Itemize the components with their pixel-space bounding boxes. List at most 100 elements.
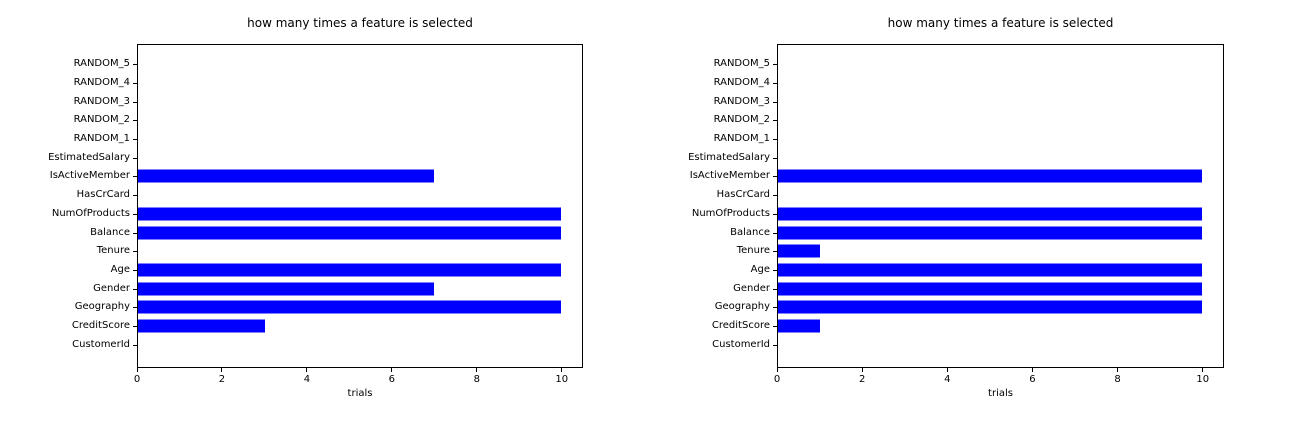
y-tick-label: Gender xyxy=(93,282,130,294)
y-tick-label: Balance xyxy=(730,226,770,238)
y-tick-mark xyxy=(133,251,137,253)
x-tick-label: 6 xyxy=(388,374,396,385)
bar-CreditScore xyxy=(138,319,265,333)
bar-Gender xyxy=(138,282,434,296)
bar-row: CustomerId xyxy=(72,335,582,354)
bar-row: RANDOM_2 xyxy=(74,111,582,130)
y-tick-label: NumOfProducts xyxy=(51,207,130,219)
bar-row: Age xyxy=(111,261,582,280)
y-tick-label: IsActiveMember xyxy=(689,170,770,182)
feature-selection-chart-right: how many times a feature is selected RAN… xyxy=(650,0,1300,440)
bar-row: RANDOM_4 xyxy=(714,74,1223,93)
bar-row: HasCrCard xyxy=(717,186,1223,205)
y-tick-label: Tenure xyxy=(736,245,770,257)
bar-Age xyxy=(138,263,561,277)
bar-row: CreditScore xyxy=(72,317,582,336)
x-tick-mark xyxy=(861,368,863,372)
bar-rows: RANDOM_5 RANDOM_4 RANDOM_3 RANDOM_2 RANDOM_1… xyxy=(48,55,582,354)
bar-row: RANDOM_1 xyxy=(74,130,582,149)
y-tick-label: Geography xyxy=(74,301,130,313)
y-tick-mark xyxy=(133,64,137,66)
bar-IsActiveMember xyxy=(778,169,1202,183)
y-tick-label: EstimatedSalary xyxy=(48,151,130,163)
y-tick-label: CreditScore xyxy=(71,319,130,331)
x-tick-label: 10 xyxy=(1196,374,1210,385)
x-tick-label: 6 xyxy=(1029,374,1036,385)
bar-row: RANDOM_2 xyxy=(714,111,1223,130)
y-tick-mark xyxy=(133,288,137,290)
bar-row: RANDOM_5 xyxy=(714,55,1223,74)
y-tick-label: RANDOM_2 xyxy=(713,114,770,126)
y-tick-mark xyxy=(773,83,777,85)
y-tick-mark xyxy=(773,307,777,309)
bar-row: IsActiveMember xyxy=(690,167,1223,186)
x-tick-label: 2 xyxy=(858,374,866,385)
y-tick-mark xyxy=(773,120,777,122)
y-tick-mark xyxy=(773,213,777,215)
bar-NumOfProducts xyxy=(138,207,561,221)
bar-Tenure xyxy=(778,244,821,258)
bar-row: Age xyxy=(751,261,1223,280)
y-tick-mark xyxy=(773,325,777,327)
bar-row: Balance xyxy=(90,223,582,242)
y-tick-label: Age xyxy=(750,263,770,275)
y-tick-label: Gender xyxy=(733,282,770,294)
bar-row: NumOfProducts xyxy=(692,205,1223,224)
bar-row: Balance xyxy=(730,223,1223,242)
x-axis-label: trials xyxy=(347,388,373,399)
y-tick-mark xyxy=(133,120,137,122)
bar-row: RANDOM_1 xyxy=(714,130,1223,149)
y-tick-mark xyxy=(133,157,137,159)
y-tick-mark xyxy=(773,195,777,197)
x-tick-label: 8 xyxy=(1114,374,1121,385)
y-tick-mark xyxy=(773,101,777,103)
x-tick-mark xyxy=(776,368,778,372)
y-tick-label: RANDOM_2 xyxy=(73,114,130,126)
y-tick-label: CustomerId xyxy=(712,338,770,350)
y-tick-label: HasCrCard xyxy=(76,189,130,201)
bar-row: Gender xyxy=(733,279,1223,298)
x-tick-mark xyxy=(391,368,393,372)
y-tick-mark xyxy=(133,307,137,309)
x-tick-mark xyxy=(561,368,563,372)
bar-row: EstimatedSalary xyxy=(48,148,582,167)
y-tick-label: CustomerId xyxy=(72,338,130,350)
y-tick-mark xyxy=(773,64,777,66)
bar-CreditScore xyxy=(778,319,821,333)
y-tick-mark xyxy=(773,157,777,159)
x-tick-mark xyxy=(306,368,308,372)
x-tick-label: 10 xyxy=(555,374,569,385)
bar-row: CreditScore xyxy=(712,317,1223,336)
x-tick-mark xyxy=(1117,368,1119,372)
y-tick-label: Balance xyxy=(90,226,130,238)
y-tick-label: EstimatedSalary xyxy=(688,151,770,163)
x-tick-mark xyxy=(476,368,478,372)
bar-row: HasCrCard xyxy=(77,186,582,205)
y-tick-label: RANDOM_1 xyxy=(713,133,770,145)
bar-row: Tenure xyxy=(737,242,1223,261)
bar-row: Tenure xyxy=(97,242,582,261)
y-tick-mark xyxy=(773,251,777,253)
x-tick-mark xyxy=(946,368,948,372)
y-tick-label: NumOfProducts xyxy=(691,207,770,219)
plot-area: RANDOM_5 RANDOM_4 RANDOM_3 RANDOM_2 RANDOM_1… xyxy=(688,44,1224,368)
y-tick-mark xyxy=(773,232,777,234)
y-tick-label: HasCrCard xyxy=(716,189,770,201)
y-tick-label: RANDOM_4 xyxy=(713,77,770,89)
x-tick-mark xyxy=(136,368,138,372)
x-tick-label: 8 xyxy=(473,374,480,385)
x-tick-mark xyxy=(1031,368,1033,372)
y-tick-label: RANDOM_5 xyxy=(713,58,770,70)
chart-title: how many times a feature is selected xyxy=(247,16,473,30)
x-tick-label: 4 xyxy=(303,374,311,385)
bar-row: EstimatedSalary xyxy=(688,148,1223,167)
y-tick-mark xyxy=(133,176,137,178)
bar-row: RANDOM_5 xyxy=(74,55,582,74)
y-tick-label: Geography xyxy=(714,301,770,313)
y-tick-label: RANDOM_1 xyxy=(73,133,130,145)
bar-row: NumOfProducts xyxy=(52,205,582,224)
y-tick-mark xyxy=(133,139,137,141)
bar-row: Geography xyxy=(75,298,582,317)
x-tick-label: 0 xyxy=(773,374,781,385)
